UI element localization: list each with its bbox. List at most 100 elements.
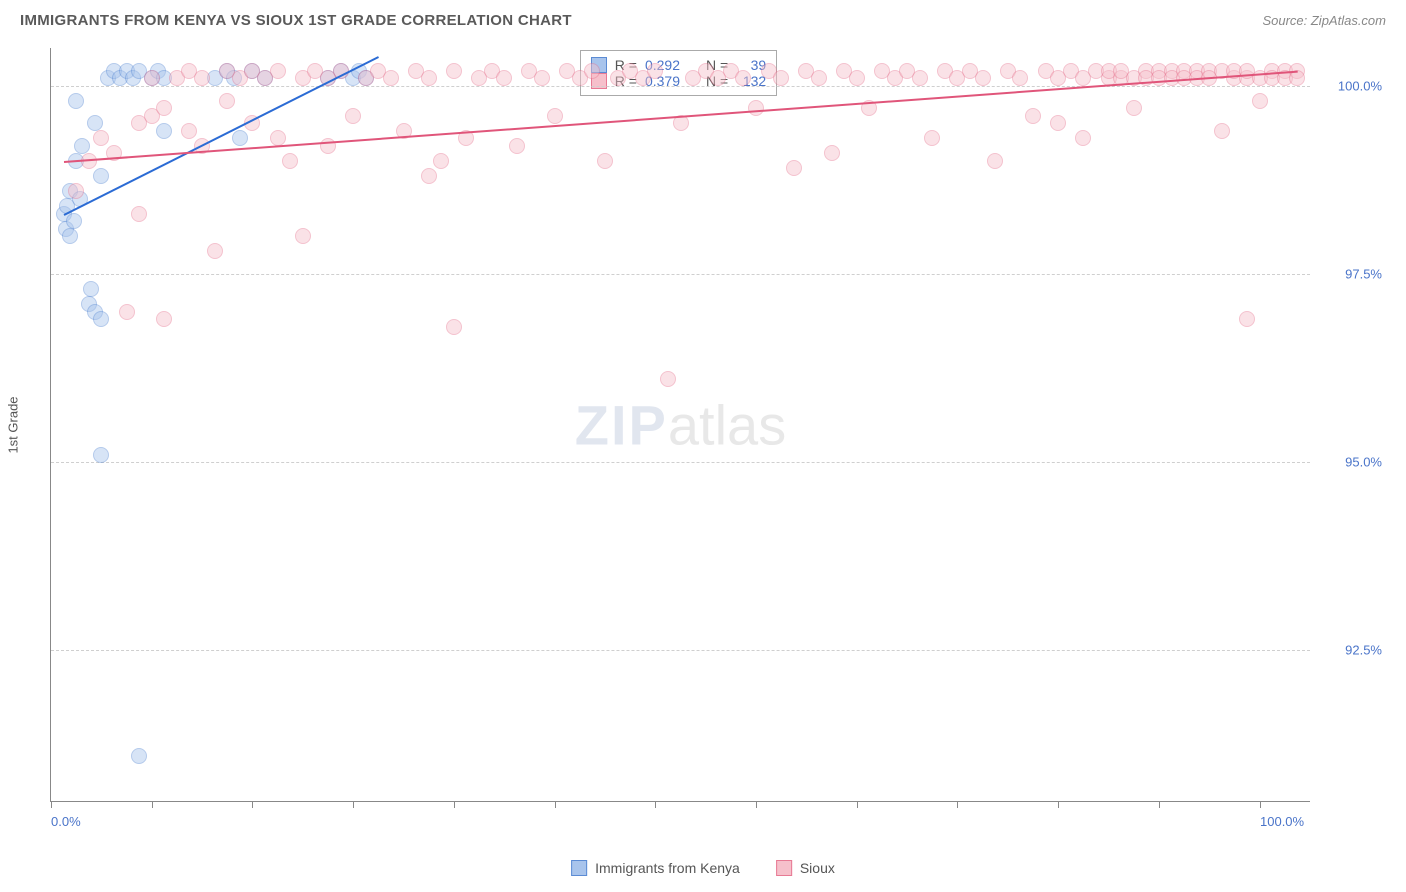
data-point (1025, 108, 1041, 124)
bottom-legend-item: Sioux (776, 860, 835, 876)
header: IMMIGRANTS FROM KENYA VS SIOUX 1ST GRADE… (0, 0, 1406, 37)
data-point (156, 123, 172, 139)
data-point (1252, 93, 1268, 109)
data-point (66, 213, 82, 229)
data-point (975, 70, 991, 86)
x-tick (957, 802, 958, 808)
data-point (156, 100, 172, 116)
data-point (735, 70, 751, 86)
data-point (534, 70, 550, 86)
data-point (232, 130, 248, 146)
data-point (144, 70, 160, 86)
data-point (824, 145, 840, 161)
data-point (93, 311, 109, 327)
bottom-legend-item: Immigrants from Kenya (571, 860, 740, 876)
data-point (83, 281, 99, 297)
data-point (93, 130, 109, 146)
data-point (207, 243, 223, 259)
data-point (1239, 311, 1255, 327)
x-tick (756, 802, 757, 808)
data-point (68, 183, 84, 199)
data-point (547, 108, 563, 124)
x-tick (252, 802, 253, 808)
x-tick (555, 802, 556, 808)
watermark: ZIPatlas (575, 392, 786, 457)
bottom-legend: Immigrants from Kenya Sioux (571, 860, 835, 876)
data-point (1012, 70, 1028, 86)
data-point (74, 138, 90, 154)
bottom-legend-label: Sioux (800, 860, 835, 876)
data-point (912, 70, 928, 86)
data-point (282, 153, 298, 169)
data-point (748, 100, 764, 116)
data-point (156, 311, 172, 327)
data-point (987, 153, 1003, 169)
y-tick-label: 92.5% (1345, 643, 1382, 658)
data-point (421, 70, 437, 86)
data-point (647, 63, 663, 79)
x-tick (1058, 802, 1059, 808)
data-point (62, 228, 78, 244)
legend-swatch (776, 860, 792, 876)
data-point (194, 70, 210, 86)
data-point (1126, 100, 1142, 116)
data-point (597, 153, 613, 169)
data-point (295, 228, 311, 244)
data-point (446, 63, 462, 79)
x-tick (1159, 802, 1160, 808)
data-point (786, 160, 802, 176)
x-tick (857, 802, 858, 808)
data-point (433, 153, 449, 169)
data-point (93, 168, 109, 184)
x-tick (152, 802, 153, 808)
x-tick (1260, 802, 1261, 808)
source-value: ZipAtlas.com (1311, 13, 1386, 28)
gridline (51, 462, 1310, 463)
watermark-zip: ZIP (575, 393, 668, 456)
data-point (383, 70, 399, 86)
x-tick (655, 802, 656, 808)
data-point (93, 447, 109, 463)
bottom-legend-label: Immigrants from Kenya (595, 860, 740, 876)
data-point (87, 115, 103, 131)
data-point (131, 206, 147, 222)
data-point (924, 130, 940, 146)
data-point (270, 63, 286, 79)
watermark-atlas: atlas (668, 393, 786, 456)
data-point (1050, 115, 1066, 131)
x-tick-label: 0.0% (51, 814, 81, 829)
y-tick-label: 100.0% (1338, 78, 1382, 93)
data-point (119, 304, 135, 320)
data-point (446, 319, 462, 335)
source-label: Source: ZipAtlas.com (1262, 13, 1386, 28)
data-point (509, 138, 525, 154)
data-point (584, 63, 600, 79)
data-point (849, 70, 865, 86)
gridline (51, 650, 1310, 651)
y-tick-label: 95.0% (1345, 455, 1382, 470)
x-tick (353, 802, 354, 808)
data-point (345, 108, 361, 124)
y-axis-label: 1st Grade (6, 396, 21, 453)
data-point (773, 70, 789, 86)
y-tick-label: 97.5% (1345, 266, 1382, 281)
data-point (68, 93, 84, 109)
source-prefix: Source: (1262, 13, 1310, 28)
chart-title: IMMIGRANTS FROM KENYA VS SIOUX 1ST GRADE… (20, 12, 572, 29)
x-tick-label: 100.0% (1260, 814, 1304, 829)
chart-area: 1st Grade ZIPatlas R =0.292N =39R =0.379… (50, 48, 1390, 832)
x-tick (51, 802, 52, 808)
data-point (660, 371, 676, 387)
data-point (496, 70, 512, 86)
data-point (1075, 130, 1091, 146)
legend-swatch (571, 860, 587, 876)
data-point (421, 168, 437, 184)
data-point (219, 93, 235, 109)
data-point (811, 70, 827, 86)
plot-area: 1st Grade ZIPatlas R =0.292N =39R =0.379… (50, 48, 1310, 802)
gridline (51, 274, 1310, 275)
data-point (1214, 123, 1230, 139)
data-point (131, 748, 147, 764)
data-point (181, 123, 197, 139)
x-tick (454, 802, 455, 808)
